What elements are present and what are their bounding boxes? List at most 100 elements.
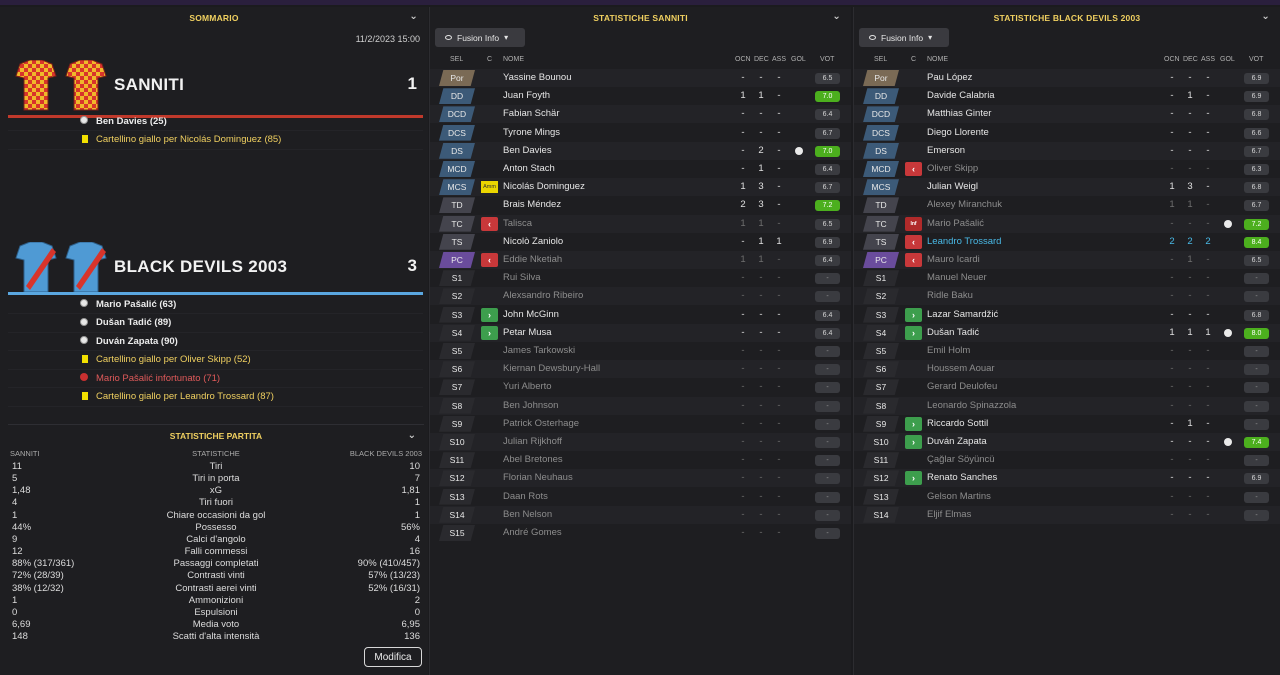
player-name[interactable]: Renato Sanches — [927, 472, 998, 484]
match-stats-header[interactable]: STATISTICHE PARTITA ⌄ — [8, 424, 424, 446]
player-row[interactable]: S15 André Gomes - - - - — [430, 524, 851, 542]
player-row[interactable]: S4 › Petar Musa - - - 6.4 — [430, 323, 851, 342]
player-row[interactable]: Por Pau López - - - 6.9 — [854, 69, 1280, 87]
player-row[interactable]: TD Brais Méndez 2 3 - 7.2 — [430, 196, 851, 214]
player-row[interactable]: DD Juan Foyth 1 1 - 7.0 — [430, 87, 851, 105]
player-name[interactable]: Fabian Schär — [503, 108, 560, 120]
player-row[interactable]: S1 Manuel Neuer - - - - — [854, 269, 1280, 287]
player-row[interactable]: S14 Eljif Elmas - - - - — [854, 505, 1280, 524]
player-name[interactable]: Mario Pašalić — [927, 217, 985, 229]
chevron-down-icon[interactable]: ⌄ — [1261, 11, 1270, 22]
player-name[interactable]: Gerard Deulofeu — [927, 381, 998, 393]
player-row[interactable]: DCS Diego Llorente - - - 6.6 — [854, 124, 1280, 142]
player-name[interactable]: Manuel Neuer — [927, 272, 987, 284]
player-row[interactable]: TS ‹ Leandro Trossard 2 2 2 8.4 — [854, 233, 1280, 251]
player-row[interactable]: S11 Abel Bretones - - - - — [430, 451, 851, 469]
player-row[interactable]: PC ‹ Mauro Icardi - 1 - 6.5 — [854, 251, 1280, 269]
player-row[interactable]: S7 Gerard Deulofeu - - - - — [854, 378, 1280, 396]
player-row[interactable]: S8 Leonardo Spinazzola - - - - — [854, 396, 1280, 415]
player-name[interactable]: John McGinn — [503, 308, 559, 320]
player-row[interactable]: DCS Tyrone Mings - - - 6.7 — [430, 124, 851, 142]
player-name[interactable]: James Tarkowski — [503, 345, 576, 356]
player-name[interactable]: Emerson — [927, 144, 966, 156]
summary-header[interactable]: SOMMARIO ⌄ — [0, 7, 428, 29]
player-name[interactable]: Eljif Elmas — [927, 508, 972, 520]
chevron-down-icon[interactable]: ⌄ — [407, 430, 416, 441]
player-row[interactable]: S6 Kiernan Dewsbury-Hall - - - - — [430, 360, 851, 379]
player-row[interactable]: DD Davide Calabria - 1 - 6.9 — [854, 87, 1280, 105]
player-row[interactable]: MCS Amm Nicolás Dominguez 1 3 - 6.7 — [430, 178, 851, 197]
player-row[interactable]: DS Ben Davies - 2 - 7.0 — [430, 141, 851, 160]
player-name[interactable]: Nicolás Dominguez — [503, 181, 585, 193]
player-name[interactable]: Ridle Baku — [927, 290, 973, 302]
player-name[interactable]: Pau López — [927, 72, 973, 83]
player-row[interactable]: S6 Houssem Aouar - - - - — [854, 360, 1280, 379]
player-name[interactable]: Brais Méndez — [503, 199, 562, 211]
edit-button[interactable]: Modifica — [364, 647, 422, 667]
player-name[interactable]: Lazar Samardžić — [927, 308, 999, 320]
player-name[interactable]: Matthias Ginter — [927, 108, 992, 120]
home-stats-header[interactable]: STATISTICHE SANNITI ⌄ — [430, 7, 851, 29]
player-name[interactable]: Tyrone Mings — [503, 126, 561, 138]
player-name[interactable]: Leandro Trossard — [927, 235, 1002, 247]
player-row[interactable]: S3 › John McGinn - - - 6.4 — [430, 306, 851, 324]
player-name[interactable]: Ben Johnson — [503, 399, 559, 411]
player-row[interactable]: TC Inf Mario Pašalić - - - 7.2 — [854, 214, 1280, 233]
player-name[interactable]: Çağlar Söyüncü — [927, 454, 995, 466]
player-row[interactable]: S8 Ben Johnson - - - - — [430, 396, 851, 415]
player-name[interactable]: Petar Musa — [503, 326, 552, 338]
player-name[interactable]: Rui Silva — [503, 272, 541, 284]
player-row[interactable]: MCS Julian Weigl 1 3 - 6.8 — [854, 178, 1280, 197]
player-row[interactable]: S1 Rui Silva - - - - — [430, 269, 851, 287]
player-name[interactable]: Daan Rots — [503, 490, 548, 502]
player-name[interactable]: Ben Davies — [503, 144, 552, 156]
player-name[interactable]: Ben Nelson — [503, 508, 553, 520]
player-name[interactable]: Yassine Bounou — [503, 72, 572, 83]
fusion-info-dropdown[interactable]: Fusion Info ▾ — [435, 28, 525, 47]
player-row[interactable]: TC ‹ Talisca 1 1 - 6.5 — [430, 214, 851, 233]
player-name[interactable]: Alexey Miranchuk — [927, 199, 1002, 211]
player-row[interactable]: S10 › Duván Zapata - - - 7.4 — [854, 433, 1280, 451]
fusion-info-dropdown[interactable]: Fusion Info ▾ — [859, 28, 949, 47]
player-row[interactable]: S10 Julian Rijkhoff - - - - — [430, 433, 851, 451]
player-row[interactable]: S5 James Tarkowski - - - - — [430, 342, 851, 360]
player-row[interactable]: Por Yassine Bounou - - - 6.5 — [430, 69, 851, 87]
away-stats-header[interactable]: STATISTICHE BLACK DEVILS 2003 ⌄ — [854, 7, 1280, 29]
chevron-down-icon[interactable]: ⌄ — [832, 11, 841, 22]
player-row[interactable]: DS Emerson - - - 6.7 — [854, 141, 1280, 160]
player-row[interactable]: S13 Gelson Martins - - - - — [854, 488, 1280, 506]
player-name[interactable]: Mauro Icardi — [927, 254, 980, 265]
player-name[interactable]: Riccardo Sottil — [927, 417, 989, 429]
player-row[interactable]: S12 › Renato Sanches - - - 6.9 — [854, 469, 1280, 488]
player-name[interactable]: Talisca — [503, 217, 533, 229]
player-row[interactable]: S2 Alexsandro Ribeiro - - - - — [430, 287, 851, 306]
player-name[interactable]: Nicolò Zaniolo — [503, 235, 564, 247]
player-name[interactable]: Gelson Martins — [927, 490, 991, 502]
player-row[interactable]: MCD ‹ Oliver Skipp - - - 6.3 — [854, 160, 1280, 178]
player-row[interactable]: DCD Fabian Schär - - - 6.4 — [430, 105, 851, 124]
player-name[interactable]: Abel Bretones — [503, 454, 563, 466]
player-name[interactable]: Kiernan Dewsbury-Hall — [503, 363, 601, 375]
player-name[interactable]: Florian Neuhaus — [503, 472, 573, 484]
player-row[interactable]: DCD Matthias Ginter - - - 6.8 — [854, 105, 1280, 124]
player-name[interactable]: Duván Zapata — [927, 436, 987, 447]
player-row[interactable]: S2 Ridle Baku - - - - — [854, 287, 1280, 306]
player-row[interactable]: S11 Çağlar Söyüncü - - - - — [854, 451, 1280, 469]
player-row[interactable]: PC ‹ Eddie Nketiah 1 1 - 6.4 — [430, 251, 851, 269]
player-row[interactable]: S4 › Dušan Tadić 1 1 1 8.0 — [854, 323, 1280, 342]
player-row[interactable]: TD Alexey Miranchuk 1 1 - 6.7 — [854, 196, 1280, 214]
player-name[interactable]: Leonardo Spinazzola — [927, 399, 1017, 411]
player-name[interactable]: Anton Stach — [503, 163, 555, 174]
player-name[interactable]: Dušan Tadić — [927, 326, 980, 338]
player-row[interactable]: MCD Anton Stach - 1 - 6.4 — [430, 160, 851, 178]
player-name[interactable]: Alexsandro Ribeiro — [503, 290, 584, 302]
player-name[interactable]: Juan Foyth — [503, 90, 550, 102]
player-row[interactable]: S9 Patrick Osterhage - - - - — [430, 415, 851, 433]
player-name[interactable]: Yuri Alberto — [503, 381, 552, 393]
player-name[interactable]: Julian Weigl — [927, 181, 979, 193]
player-row[interactable]: TS Nicolò Zaniolo - 1 1 6.9 — [430, 233, 851, 251]
player-row[interactable]: S5 Emil Holm - - - - — [854, 342, 1280, 360]
player-name[interactable]: Julian Rijkhoff — [503, 436, 562, 447]
chevron-down-icon[interactable]: ⌄ — [409, 11, 418, 22]
player-row[interactable]: S9 › Riccardo Sottil - 1 - - — [854, 415, 1280, 433]
